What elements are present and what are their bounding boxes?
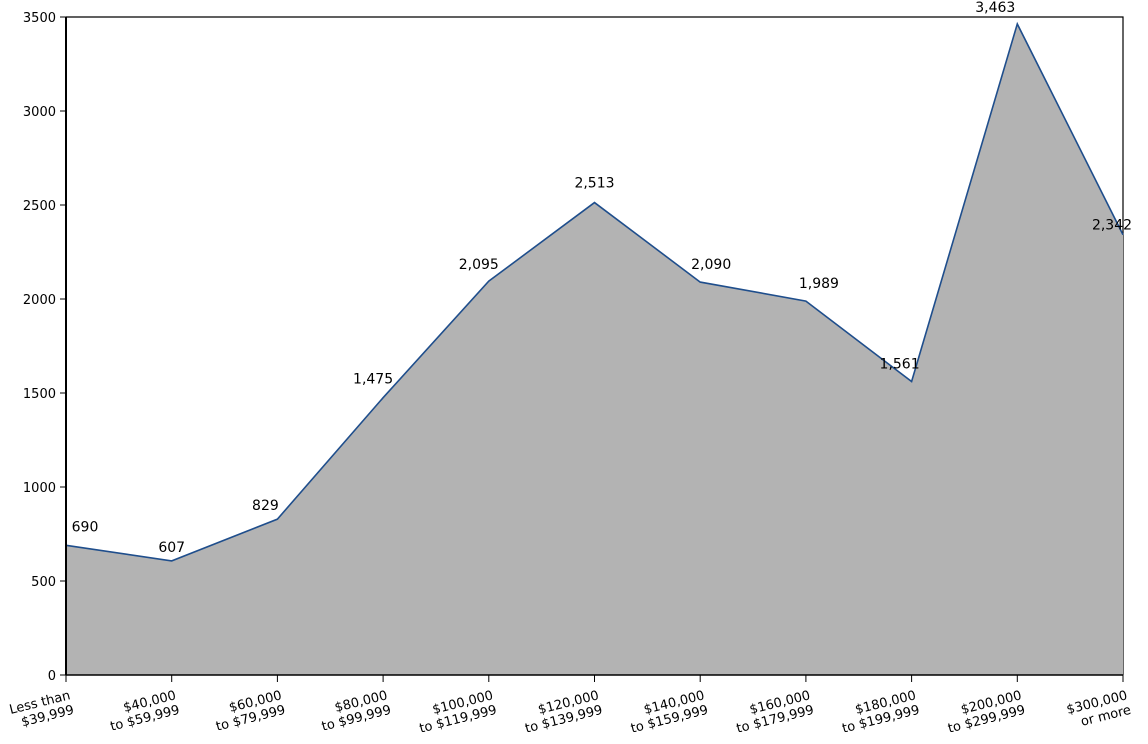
data-label: 1,475 [353,372,393,388]
x-tick-label: $160,000to $179,999 [731,688,815,736]
svg-text:Less than$39,999: Less than$39,999 [8,688,76,732]
y-tick-label: 0 [48,669,56,684]
area-layer [65,21,1124,676]
x-tick-label: Less than$39,999 [8,688,76,732]
y-tick-label: 500 [31,575,56,590]
svg-text:$60,000to $79,999: $60,000to $79,999 [211,688,287,734]
data-label: 2,095 [459,257,499,273]
x-axis: Less than$39,999 $40,000to $59,999 $60,000… [8,674,1133,737]
x-tick-label: $140,000to $159,999 [626,688,710,736]
y-tick-label: 3000 [23,105,56,120]
data-label: 607 [158,540,185,556]
y-tick-label: 2000 [23,293,56,308]
data-labels: 690 607 829 1,475 2,095 2,513 2,090 1,989 1,561 3… [72,0,1132,556]
svg-text:$100,000to $119,999: $100,000to $119,999 [414,688,498,736]
x-tick-label: $100,000to $119,999 [414,688,498,736]
svg-text:$180,000to $199,999: $180,000to $199,999 [837,688,921,736]
y-tick-label: 1000 [23,481,56,496]
x-tick-label: $200,000to $299,999 [943,688,1027,736]
y-tick-label: 1500 [23,387,56,402]
svg-text:$120,000to $139,999: $120,000to $139,999 [520,688,604,736]
data-label: 829 [252,498,279,514]
y-tick-label: 3500 [23,11,56,26]
x-tick-label: $120,000to $139,999 [520,688,604,736]
x-tick-label: $40,000to $59,999 [105,688,181,734]
y-tick-label: 2500 [23,199,56,214]
data-label: 2,342 [1092,218,1132,234]
data-label: 690 [72,519,99,535]
svg-text:$300,000or more: $300,000or more [1065,688,1132,732]
svg-text:$160,000to $179,999: $160,000to $179,999 [731,688,815,736]
data-label: 1,989 [799,276,839,292]
y-axis: 0 500 1000 1500 2000 2500 3000 3500 [23,11,67,684]
data-label: 1,561 [880,357,920,373]
x-tick-label: $80,000to $99,999 [317,688,393,734]
x-tick-label: $60,000to $79,999 [211,688,287,734]
data-label: 2,513 [574,176,614,192]
svg-text:$200,000to $299,999: $200,000to $299,999 [943,688,1027,736]
svg-text:$140,000to $159,999: $140,000to $159,999 [626,688,710,736]
data-label: 2,090 [691,257,731,273]
svg-text:$80,000to $99,999: $80,000to $99,999 [317,688,393,734]
area-fill [66,23,1123,676]
x-tick-label: $180,000to $199,999 [837,688,921,736]
x-tick-label: $300,000or more [1065,688,1132,732]
svg-text:$40,000to $59,999: $40,000to $59,999 [105,688,181,734]
data-label: 3,463 [975,0,1015,16]
